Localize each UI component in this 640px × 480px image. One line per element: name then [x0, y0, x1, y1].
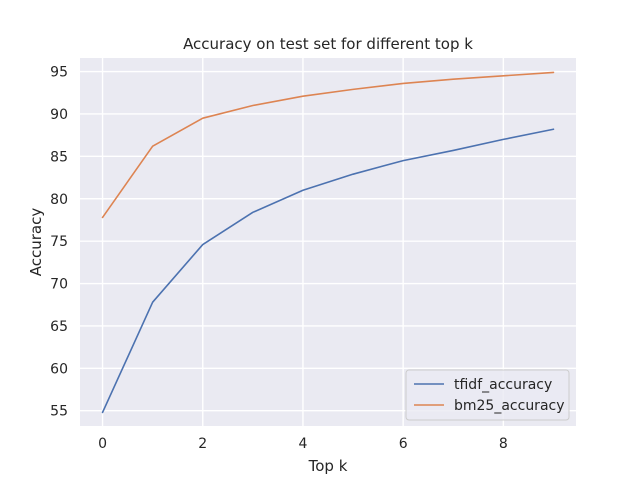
- legend-label: tfidf_accuracy: [454, 377, 552, 393]
- x-tick-label: 0: [98, 436, 107, 452]
- x-axis-label: Top k: [308, 457, 348, 475]
- y-tick-label: 75: [50, 234, 68, 250]
- x-tick-label: 6: [399, 436, 408, 452]
- y-tick-label: 60: [50, 361, 68, 377]
- y-axis-label: Accuracy: [27, 208, 45, 277]
- x-tick-label: 2: [198, 436, 207, 452]
- y-tick-label: 65: [50, 319, 68, 335]
- legend: tfidf_accuracy bm25_accuracy: [405, 369, 570, 421]
- legend-label: bm25_accuracy: [454, 398, 565, 414]
- y-axis-ticks: 55 60 65 70 75 80 85 90 95: [50, 65, 68, 420]
- y-tick-label: 70: [50, 277, 68, 293]
- y-tick-label: 80: [50, 192, 68, 208]
- y-tick-label: 85: [50, 149, 68, 165]
- x-tick-label: 4: [298, 436, 307, 452]
- series-line-bm25-accuracy: [101, 71, 555, 219]
- x-tick-label: 8: [499, 436, 508, 452]
- legend-box: [405, 369, 570, 421]
- series-line-tfidf-accuracy: [101, 128, 555, 414]
- chart-title: Accuracy on test set for different top k: [183, 35, 473, 53]
- y-tick-label: 90: [50, 107, 68, 123]
- y-tick-label: 95: [50, 65, 68, 81]
- x-axis-ticks: 0 2 4 6 8: [98, 436, 508, 452]
- grid: [80, 58, 576, 426]
- y-tick-label: 55: [50, 404, 68, 420]
- plot-area: [80, 58, 576, 426]
- series-layer: [101, 71, 555, 414]
